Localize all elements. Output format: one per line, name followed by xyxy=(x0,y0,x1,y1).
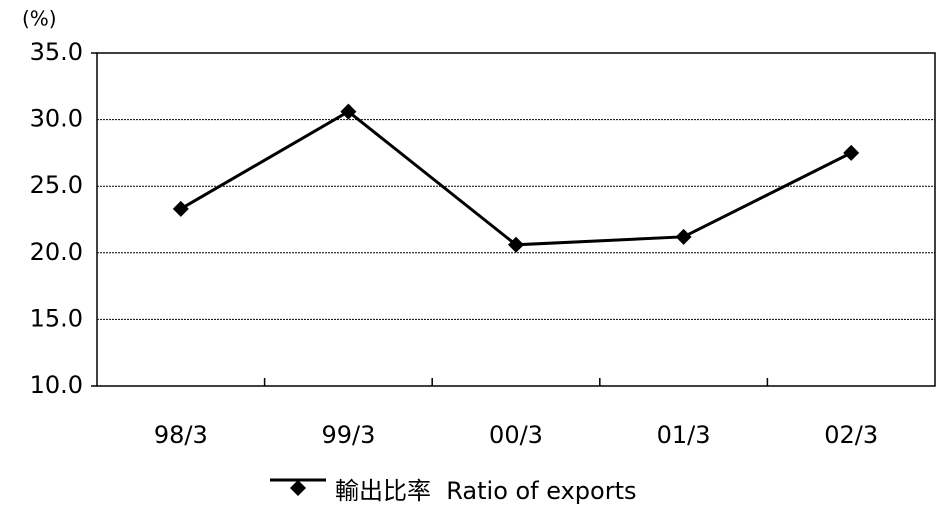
y-tick-label: 10.0 xyxy=(30,371,83,399)
x-tick-label: 01/3 xyxy=(657,421,711,449)
y-tick-label: 35.0 xyxy=(30,38,83,66)
marker xyxy=(172,200,189,217)
x-tick-label: 02/3 xyxy=(824,421,878,449)
x-tick-label: 00/3 xyxy=(489,421,543,449)
legend-marker xyxy=(290,480,306,496)
marker xyxy=(340,103,357,120)
y-tick-label: 30.0 xyxy=(30,105,83,133)
marker xyxy=(675,228,692,245)
y-tick-label: 20.0 xyxy=(30,238,83,266)
y-tick-label: 15.0 xyxy=(30,304,83,332)
x-tick-label: 99/3 xyxy=(321,421,375,449)
y-tick-label: 25.0 xyxy=(30,171,83,199)
series-line xyxy=(180,109,852,247)
marker xyxy=(843,144,860,161)
plot-frame xyxy=(96,52,936,387)
x-tick-label: 98/3 xyxy=(154,421,208,449)
legend-label: 輸出比率 Ratio of exports xyxy=(335,477,637,505)
y-unit: (%) xyxy=(22,7,57,31)
marker xyxy=(508,236,524,253)
